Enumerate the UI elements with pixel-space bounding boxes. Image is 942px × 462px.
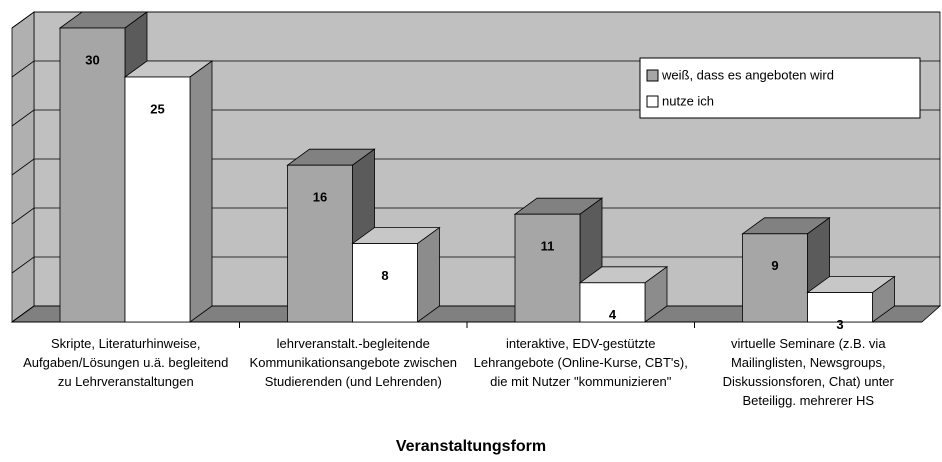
bar	[514, 213, 581, 323]
value-label: 3	[836, 317, 843, 332]
bar	[352, 243, 418, 323]
bar	[124, 76, 191, 323]
grid-line	[11, 11, 940, 29]
legend-swatch	[646, 69, 659, 82]
legend-label: weiß, dass es angeboten wird	[661, 67, 834, 82]
grid-line	[11, 109, 940, 127]
bar	[59, 27, 126, 323]
x-tick-label: lehrveranstalt.-begleitende Kommunikatio…	[249, 336, 457, 389]
legend-swatch	[646, 95, 659, 108]
grid-line	[11, 256, 940, 274]
value-label: 16	[313, 190, 327, 205]
bar	[579, 282, 646, 323]
x-tick-label: Skripte, Literaturhinweise, Aufgaben/Lös…	[23, 336, 229, 389]
bar	[742, 233, 808, 323]
value-label: 25	[150, 101, 164, 116]
grid-line	[11, 158, 940, 176]
x-tick-label: interaktive, EDV-gestützte Lehrangebote …	[473, 336, 688, 389]
bar-side	[189, 60, 213, 323]
value-label: 30	[85, 52, 99, 67]
x-axis-title: Veranstaltungsform	[395, 438, 547, 455]
grid-line	[11, 207, 940, 225]
value-label: 11	[541, 239, 555, 254]
legend: weiß, dass es angeboten wird nutze ich	[639, 57, 921, 119]
value-label: 9	[771, 258, 778, 273]
value-label: 8	[381, 268, 388, 283]
bar-side	[417, 226, 440, 323]
legend-label: nutze ich	[662, 93, 714, 108]
bar	[807, 292, 873, 323]
value-label: 4	[609, 307, 617, 322]
legend-box	[639, 57, 921, 119]
x-tick-label: virtuelle Seminare (z.B. via Mailinglist…	[722, 336, 894, 408]
grid-line	[11, 60, 940, 78]
